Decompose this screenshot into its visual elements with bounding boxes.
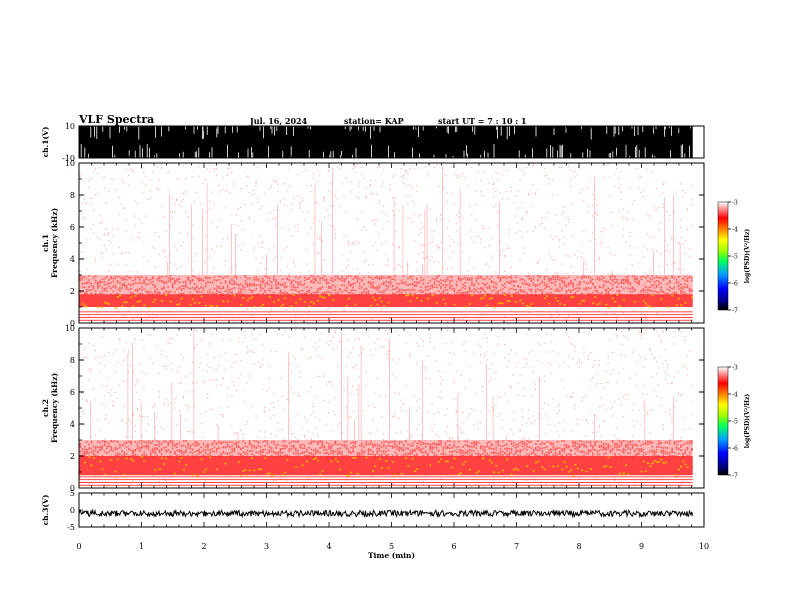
ch1-colorbar-label: log(PSD)(V²/Hz) bbox=[744, 229, 751, 284]
ch2-baseline bbox=[79, 479, 693, 481]
ch1-ytick-label: 4 bbox=[70, 255, 75, 264]
ch1-ytick-label: 0 bbox=[70, 319, 75, 328]
panel-frame bbox=[78, 492, 705, 528]
ch1-speckle-moderate bbox=[79, 275, 693, 296]
station-label: station= KAP bbox=[344, 116, 404, 126]
xtick-label: 8 bbox=[576, 542, 581, 551]
xtick-label: 5 bbox=[389, 542, 394, 551]
ch3-ytick-label: 0 bbox=[70, 506, 75, 515]
xtick-label: 9 bbox=[639, 542, 644, 551]
ch1-waveform-gaps bbox=[80, 126, 692, 158]
ch2-colorbar-tick-label: -5 bbox=[732, 419, 738, 426]
ch1-baseline bbox=[79, 311, 693, 313]
ch1-colorbar-tick-label: -3 bbox=[732, 200, 738, 207]
ch1-ylabel: ch.1(V) bbox=[41, 127, 50, 158]
ch2-ylabel-channel: ch.2 bbox=[41, 399, 50, 417]
xtick-label: 6 bbox=[451, 542, 456, 551]
ch1-colorbar-tick-label: -6 bbox=[732, 281, 738, 288]
ch2-colorbar-tick-label: -7 bbox=[732, 473, 738, 480]
ch2-baseline bbox=[79, 482, 693, 483]
ch1-ylabel-channel: ch.1 bbox=[41, 234, 50, 252]
ch2-baseline bbox=[79, 484, 693, 486]
ch3-waveform-line bbox=[78, 508, 694, 519]
xtick-label: 10 bbox=[699, 542, 709, 551]
ch2-colorbar-tick-label: -4 bbox=[732, 392, 738, 399]
ch2-colorbar bbox=[717, 366, 729, 476]
ch1-streaks bbox=[167, 166, 681, 275]
ch2-ytick-label: 0 bbox=[70, 484, 75, 493]
ch1-colorbar-tick-label: -7 bbox=[732, 308, 738, 315]
ch2-ytick-label: 10 bbox=[65, 324, 75, 333]
ch2-ytick-label: 2 bbox=[70, 452, 75, 461]
ch2-spectrogram bbox=[79, 328, 729, 490]
ch3-ytick-label: -5 bbox=[67, 523, 75, 532]
ch1-ytick-label: 10 bbox=[65, 159, 75, 168]
ch1-ytick-label: 10 bbox=[65, 122, 75, 131]
chart-title: VLF Spectra bbox=[79, 113, 155, 126]
ch2-intense-band bbox=[79, 456, 693, 476]
ch2-baseline bbox=[79, 476, 693, 478]
ch1-colorbar bbox=[717, 201, 729, 311]
start-time-label: start UT = 7 : 10 : 1 bbox=[438, 116, 527, 126]
xtick-label: 0 bbox=[76, 542, 81, 551]
ch1-spectrogram bbox=[79, 163, 729, 325]
ch2-speckle-moderate bbox=[79, 440, 693, 458]
ch2-colorbar-tick-label: -3 bbox=[732, 365, 738, 372]
xtick-label: 3 bbox=[264, 542, 269, 551]
ch1-ylabel-frequency: Frequency (kHz) bbox=[50, 208, 59, 278]
ch1-baseline bbox=[79, 317, 693, 318]
x-axis-label: Time (min) bbox=[368, 551, 415, 560]
ch2-streaks bbox=[90, 329, 674, 440]
xtick-label: 4 bbox=[326, 542, 331, 551]
ch1-colorbar-tick-label: -5 bbox=[732, 254, 738, 261]
ch2-colorbar-tick-label: -6 bbox=[732, 446, 738, 453]
xtick-label: 7 bbox=[514, 542, 519, 551]
ch1-waveform-fill bbox=[79, 126, 693, 158]
ch2-colorbar-label: log(PSD)(V²/Hz) bbox=[744, 394, 751, 449]
ch3-ytick-label: 5 bbox=[70, 489, 75, 498]
ch1-baseline bbox=[79, 314, 693, 316]
xtick-label: 2 bbox=[201, 542, 206, 551]
ch3-ylabel: ch.3(V) bbox=[41, 495, 50, 526]
ch1-baseline bbox=[79, 319, 693, 321]
ch1-ytick-label: -10 bbox=[62, 154, 75, 163]
ch1-ytick-label: 8 bbox=[70, 191, 75, 200]
date-label: Jul. 16, 2024 bbox=[250, 116, 308, 126]
ch2-speckle-intense bbox=[83, 456, 689, 477]
ch2-ytick-label: 8 bbox=[70, 356, 75, 365]
ch1-ytick-label: 6 bbox=[70, 223, 75, 232]
ch1-intense-band bbox=[79, 294, 693, 307]
ch2-ytick-label: 6 bbox=[70, 388, 75, 397]
ch1-colorbar-tick-label: -4 bbox=[732, 227, 738, 234]
xtick-label: 1 bbox=[139, 542, 144, 551]
ch2-ytick-label: 4 bbox=[70, 420, 75, 429]
ch1-ytick-label: 2 bbox=[70, 287, 75, 296]
ch2-ylabel-frequency: Frequency (kHz) bbox=[50, 373, 59, 443]
